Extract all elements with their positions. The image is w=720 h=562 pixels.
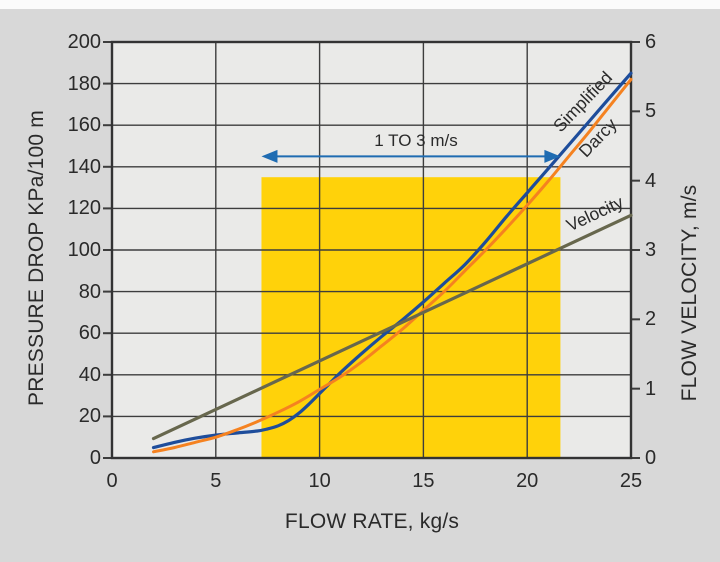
x-tick-label: 25	[619, 470, 643, 492]
y-right-tick-label: 1	[645, 377, 657, 400]
y-left-tick-label: 20	[78, 405, 101, 428]
x-tick-label: 5	[210, 470, 222, 492]
y-left-tick-label: 0	[89, 447, 101, 469]
curve-simplified	[151, 71, 633, 450]
range-arrow-head-left	[261, 149, 278, 163]
y-right-tick-label: 2	[645, 308, 657, 331]
curve-velocity	[151, 213, 633, 441]
y-left-tick-label: 40	[78, 363, 101, 386]
y-axis-title-right: FLOW VELOCITY, m/s	[678, 184, 701, 402]
y-left-tick-label: 60	[78, 322, 101, 345]
x-axis-title: FLOW RATE, kg/s	[284, 510, 460, 533]
y-left-tick-label: 140	[67, 155, 101, 178]
curve-darcy	[152, 77, 633, 454]
y-left-tick-label: 200	[67, 31, 101, 53]
y-left-tick-label: 160	[67, 114, 101, 137]
annotation-velocity-range: 1 TO 3 m/s	[374, 131, 458, 150]
y-right-tick-label: 4	[645, 169, 657, 192]
y-left-tick-label: 80	[78, 280, 101, 303]
y-left-tick-label: 120	[67, 197, 101, 220]
x-tick-label: 15	[412, 470, 435, 492]
y-axis-title-left: PRESSURE DROP KPa/100 m	[25, 110, 48, 406]
x-tick-label: 0	[106, 470, 118, 492]
y-right-tick-label: 6	[645, 31, 657, 53]
top-strip	[0, 0, 720, 9]
y-left-tick-label: 180	[67, 72, 101, 95]
y-left-tick-label: 100	[67, 239, 101, 261]
y-right-tick-label: 5	[645, 100, 657, 123]
plot-frame	[110, 40, 633, 460]
range-arrow-head-right	[544, 149, 561, 163]
y-right-tick-label: 0	[645, 447, 657, 469]
x-tick-label: 20	[516, 470, 539, 492]
x-tick-label: 10	[308, 470, 331, 492]
y-right-tick-label: 3	[645, 239, 657, 261]
